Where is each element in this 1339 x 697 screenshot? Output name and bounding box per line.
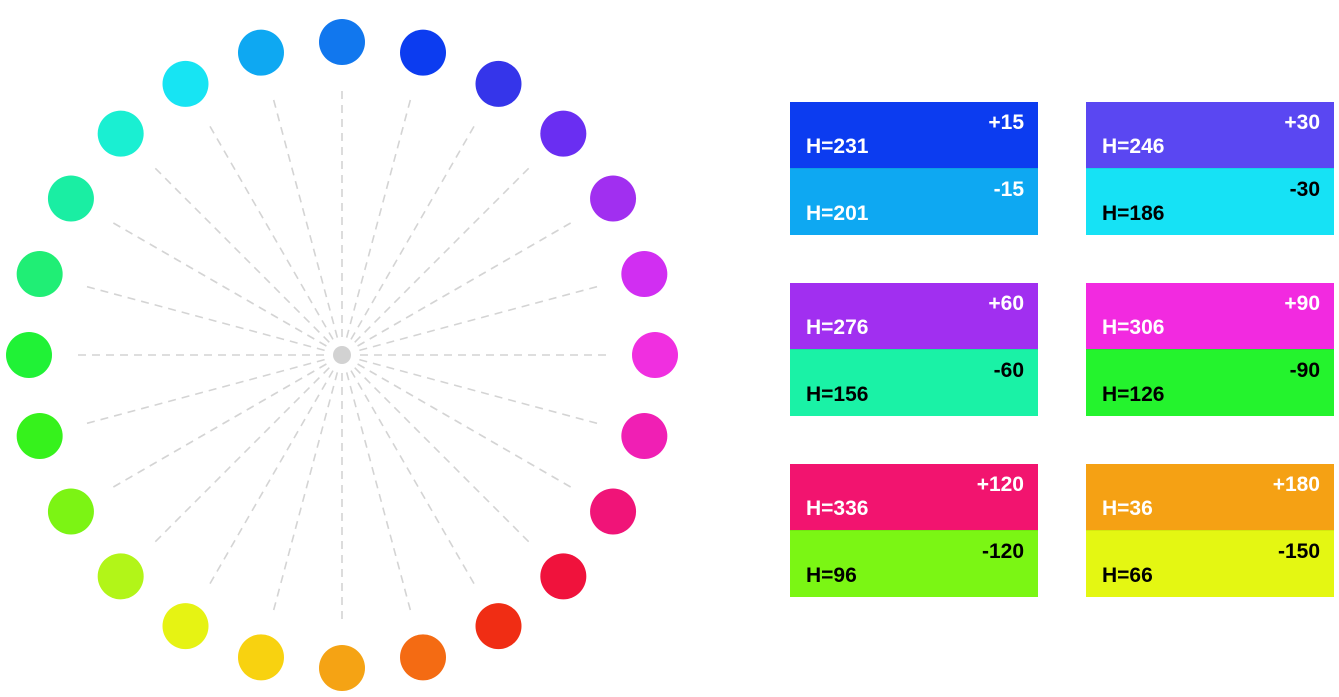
hue-swatch-81 [97,553,144,600]
panel-bottom-block: -120 H=96 [790,530,1038,597]
hue-swatch-36 [319,645,365,691]
harmony-panel-180: +180 H=36 -150 H=66 [1086,464,1334,598]
hue-swatch-246 [475,60,522,107]
wheel-spoke [82,284,325,352]
hue-offset-label: -150 [1277,540,1320,563]
hue-swatch-96 [47,488,94,535]
hue-value-label: H=186 [1102,202,1165,225]
harmony-panel-120: +120 H=336 -120 H=96 [790,464,1038,598]
hue-swatch-156 [47,175,94,222]
wheel-spoke [109,363,327,490]
hue-value-label: H=96 [806,564,857,587]
hue-offset-label: -30 [1289,178,1320,201]
wheel-spoke [350,122,477,340]
wheel-spoke [359,284,602,352]
wheel-spoke [357,363,575,490]
hue-value-label: H=306 [1102,316,1165,339]
harmony-panel-90: +90 H=306 -90 H=126 [1086,283,1334,417]
hue-swatch-111 [16,413,63,460]
panel-top-block: +180 H=36 [1086,464,1334,530]
hue-offset-label: -15 [993,178,1024,201]
hue-offset-label: +60 [988,292,1024,315]
hue-swatch-306 [632,332,678,378]
hue-swatch-291 [621,250,668,297]
wheel-spoke [345,372,413,615]
hue-value-label: H=126 [1102,383,1165,406]
panel-top-block: +120 H=336 [790,464,1038,530]
wheel-spoke [271,372,339,615]
wheel-spoke [109,220,327,347]
panel-top-block: +30 H=246 [1086,102,1334,168]
hue-swatch-336 [590,488,637,535]
hue-value-label: H=66 [1102,564,1153,587]
wheel-spoke [354,367,533,546]
hue-value-label: H=246 [1102,135,1165,158]
wheel-spoke [345,95,413,338]
wheel-spoke [82,358,325,426]
harmony-panel-15: +15 H=231 -15 H=201 [790,102,1038,236]
wheel-spoke [350,370,477,588]
hue-swatch-276 [590,175,637,222]
hue-value-label: H=201 [806,202,869,225]
wheel-spoke [359,358,602,426]
hue-value-label: H=231 [806,135,869,158]
wheel-center-dot [333,346,351,364]
hue-swatch-66 [162,603,209,650]
hue-value-label: H=336 [806,497,869,520]
wheel-spoke [357,220,575,347]
panel-bottom-block: -30 H=186 [1086,168,1334,235]
panel-top-block: +60 H=276 [790,283,1038,349]
wheel-spoke [271,95,339,338]
hue-swatch-261 [540,110,587,157]
hue-swatch-216 [319,19,365,65]
hue-offset-label: +15 [988,111,1024,134]
hue-offset-label: +30 [1284,111,1320,134]
hue-offset-label: -60 [993,359,1024,382]
wheel-spoke [207,122,334,340]
hue-swatch-171 [97,110,144,157]
hue-swatch-141 [16,250,63,297]
hue-value-label: H=36 [1102,497,1153,520]
hue-swatch-201 [237,29,284,76]
panel-bottom-block: -60 H=156 [790,349,1038,416]
wheel-spoke [354,164,533,343]
hue-swatch-186 [162,60,209,107]
wheel-spoke [207,370,334,588]
hue-offset-label: +180 [1272,473,1320,496]
panel-bottom-block: -90 H=126 [1086,349,1334,416]
hue-swatch-21 [400,634,447,681]
panel-bottom-block: -15 H=201 [790,168,1038,235]
hue-swatch-126 [6,332,52,378]
hue-swatch-51 [237,634,284,681]
panel-bottom-block: -150 H=66 [1086,530,1334,597]
hue-swatch-6 [475,603,522,650]
wheel-spoke [151,164,330,343]
wheel-spoke [151,367,330,546]
panel-top-block: +15 H=231 [790,102,1038,168]
hue-offset-label: +120 [976,473,1024,496]
hue-swatch-231 [400,29,447,76]
hue-offset-label: -90 [1289,359,1320,382]
hue-value-label: H=156 [806,383,869,406]
panel-top-block: +90 H=306 [1086,283,1334,349]
color-wheel [6,19,678,691]
hue-value-label: H=276 [806,316,869,339]
hue-offset-label: +90 [1284,292,1320,315]
hue-offset-label: -120 [981,540,1024,563]
harmony-panel-30: +30 H=246 -30 H=186 [1086,102,1334,236]
hue-swatch-321 [621,413,668,460]
hue-swatch-351 [540,553,587,600]
harmony-panel-60: +60 H=276 -60 H=156 [790,283,1038,417]
